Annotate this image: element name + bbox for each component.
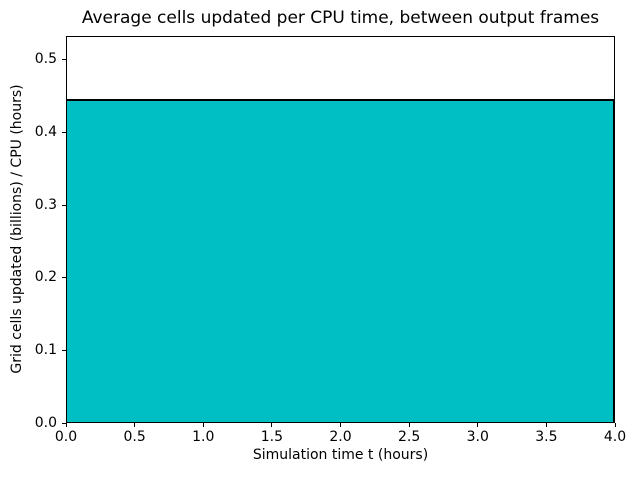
x-axis-label: Simulation time t (hours) [252,447,429,463]
x-tick-label: 4.0 [603,429,627,445]
y-tick-mark [62,204,66,206]
x-tick-mark [65,423,67,427]
y-tick-label: 0.3 [34,196,57,213]
x-tick-label: 2.5 [397,429,421,445]
data-fill-region [67,99,614,422]
x-tick-mark [202,423,204,427]
x-tick-mark [614,423,616,427]
x-tick-label: 3.0 [466,429,489,445]
chart-title: Average cells updated per CPU time, betw… [81,8,600,28]
x-tick-mark [271,423,273,427]
y-tick-label: 0.0 [34,414,57,431]
x-tick-label: 1.5 [260,429,283,445]
y-tick-mark [62,59,66,61]
x-tick-label: 3.5 [535,429,558,445]
y-tick-label: 0.4 [34,124,57,141]
x-tick-mark [477,423,479,427]
x-tick-label: 1.0 [192,429,215,445]
x-tick-mark [340,423,341,427]
x-tick-label: 0.5 [123,429,146,445]
y-tick-mark [62,349,66,351]
y-tick-mark [62,132,66,134]
y-tick-label: 0.2 [34,269,57,286]
y-tick-label: 0.5 [34,51,57,68]
y-tick-label: 0.1 [34,341,57,358]
x-tick-label: 2.0 [329,429,352,445]
x-tick-mark [545,423,547,427]
x-tick-mark [408,423,410,427]
x-tick-label: 0.0 [54,429,78,445]
y-tick-mark [62,422,66,424]
plot-area [66,36,615,423]
y-tick-mark [62,277,66,279]
x-tick-mark [134,423,136,427]
